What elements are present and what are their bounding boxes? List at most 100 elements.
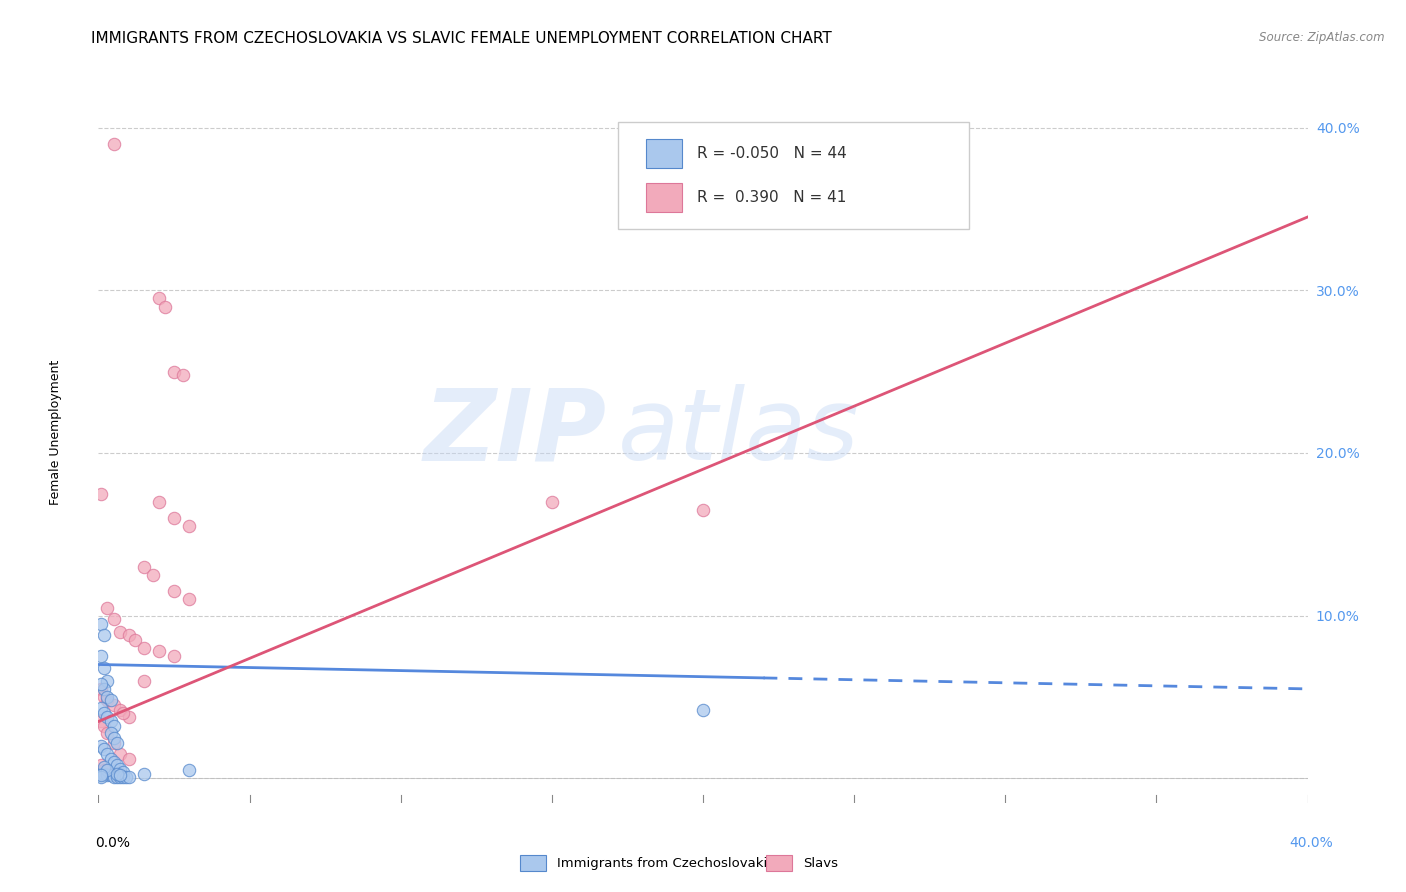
Point: [90, 649, 112, 664]
Point: [163, 511, 186, 525]
Point: [90, 766, 112, 780]
Point: [93, 690, 115, 704]
Text: Immigrants from Czechoslovakia: Immigrants from Czechoslovakia: [557, 857, 775, 870]
Text: IMMIGRANTS FROM CZECHOSLOVAKIA VS SLAVIC FEMALE UNEMPLOYMENT CORRELATION CHART: IMMIGRANTS FROM CZECHOSLOVAKIA VS SLAVIC…: [91, 31, 832, 46]
Point: [100, 726, 122, 740]
Text: 40.0%: 40.0%: [1289, 836, 1333, 850]
Point: [93, 661, 115, 675]
Point: [103, 719, 125, 733]
Point: [118, 628, 141, 642]
Point: [100, 693, 122, 707]
Point: [114, 770, 136, 784]
Point: [148, 292, 170, 306]
Point: [93, 706, 115, 721]
Point: [540, 495, 562, 509]
Point: [103, 731, 125, 745]
Point: [93, 628, 115, 642]
Point: [108, 624, 131, 639]
Point: [132, 559, 155, 574]
Text: Slavs: Slavs: [803, 857, 838, 870]
Point: [96, 766, 118, 780]
Point: [90, 681, 112, 696]
Point: [96, 764, 118, 778]
Point: [111, 770, 134, 784]
Point: [96, 768, 118, 782]
Point: [132, 641, 155, 656]
Point: [90, 739, 112, 753]
Point: [142, 568, 165, 582]
Point: [108, 747, 131, 761]
Text: ZIP: ZIP: [423, 384, 606, 481]
Point: [108, 770, 131, 784]
Point: [163, 584, 186, 599]
Text: R =  0.390   N = 41: R = 0.390 N = 41: [697, 190, 846, 205]
Point: [90, 768, 112, 782]
Point: [179, 519, 201, 533]
Point: [163, 365, 186, 379]
Point: [103, 768, 125, 782]
Point: [692, 503, 714, 517]
Text: R = -0.050   N = 44: R = -0.050 N = 44: [697, 146, 846, 161]
Point: [96, 690, 118, 704]
Point: [118, 752, 141, 766]
Bar: [766, 855, 792, 871]
Point: [105, 758, 128, 772]
Point: [103, 736, 125, 750]
Point: [153, 300, 176, 314]
Point: [96, 693, 118, 707]
Point: [96, 709, 118, 723]
Y-axis label: Female Unemployment: Female Unemployment: [49, 360, 62, 505]
Point: [132, 673, 155, 688]
Point: [90, 770, 112, 784]
Point: [93, 742, 115, 756]
Point: [90, 677, 112, 691]
Point: [96, 726, 118, 740]
Text: Source: ZipAtlas.com: Source: ZipAtlas.com: [1260, 31, 1385, 45]
Bar: [520, 855, 546, 871]
Point: [96, 600, 118, 615]
Point: [90, 758, 112, 772]
Point: [103, 612, 125, 626]
Point: [90, 701, 112, 715]
Point: [148, 644, 170, 658]
Point: [103, 698, 125, 713]
Bar: [647, 183, 682, 212]
Point: [93, 719, 115, 733]
Text: 0.0%: 0.0%: [96, 836, 131, 850]
Point: [105, 770, 128, 784]
Point: [93, 760, 115, 774]
Point: [118, 770, 141, 784]
Point: [108, 762, 131, 776]
Point: [90, 616, 112, 631]
Point: [163, 649, 186, 664]
Point: [96, 747, 118, 761]
Point: [179, 592, 201, 607]
Point: [96, 673, 118, 688]
Point: [90, 714, 112, 729]
Point: [103, 755, 125, 769]
Point: [148, 495, 170, 509]
Point: [103, 770, 125, 784]
Point: [111, 706, 134, 721]
Point: [100, 752, 122, 766]
Point: [108, 768, 131, 782]
Point: [118, 709, 141, 723]
Point: [124, 633, 146, 648]
Point: [692, 703, 714, 717]
Text: atlas: atlas: [619, 384, 860, 481]
Point: [90, 486, 112, 500]
Point: [108, 703, 131, 717]
Point: [105, 736, 128, 750]
Point: [93, 681, 115, 696]
Point: [100, 768, 122, 782]
Point: [100, 714, 122, 729]
Point: [93, 764, 115, 778]
Point: [179, 764, 201, 778]
Point: [172, 368, 194, 382]
Point: [111, 764, 134, 779]
Bar: [647, 138, 682, 169]
Point: [105, 766, 128, 780]
FancyBboxPatch shape: [619, 121, 969, 229]
Point: [132, 766, 155, 780]
Point: [103, 136, 125, 151]
